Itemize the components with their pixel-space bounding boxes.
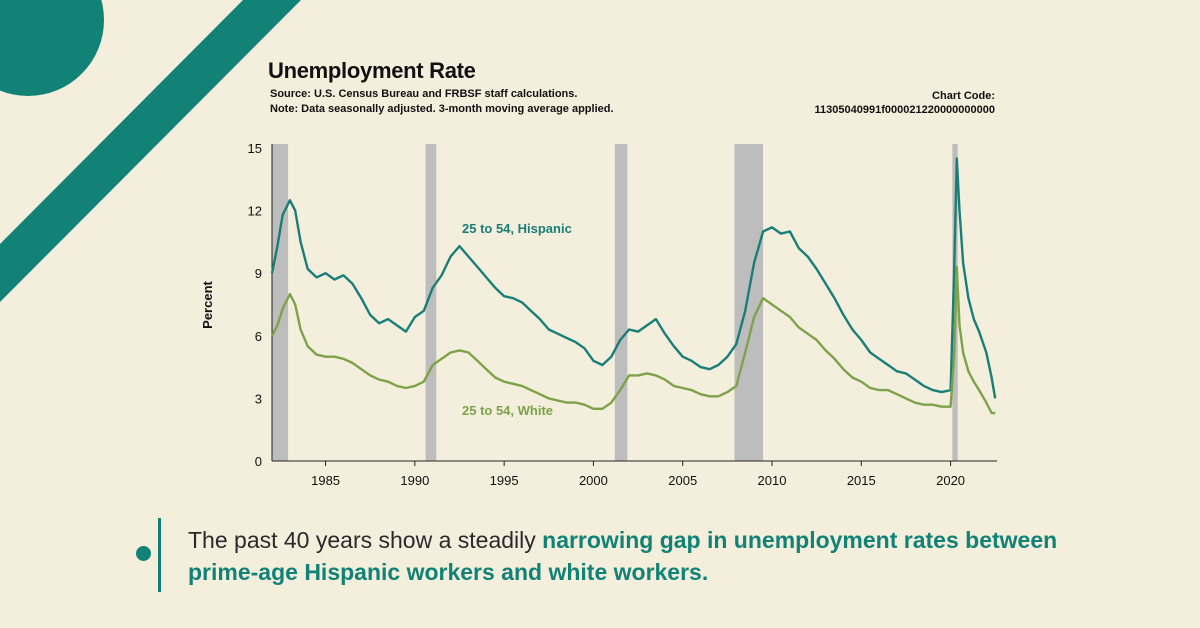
- x-tick-label-1985: 1985: [311, 473, 340, 488]
- chart-source: Source: U.S. Census Bureau and FRBSF sta…: [270, 88, 578, 100]
- x-tick-label-1990: 1990: [400, 473, 429, 488]
- y-axis-title: Percent: [200, 280, 215, 328]
- recession-band-2: [614, 144, 628, 461]
- x-tick-label-2010: 2010: [758, 473, 787, 488]
- unemployment-chart: 0 3 6 9 12 15 1985 1990 1995 2000 2005 2010 2015 202…: [200, 141, 997, 488]
- x-tick-label-2000: 2000: [579, 473, 608, 488]
- recession-bands: [272, 144, 958, 461]
- callout-lead: The past 40 years show a steadily: [188, 527, 543, 553]
- decorative-circle: [0, 0, 104, 96]
- chart-note: Note: Data seasonally adjusted. 3-month …: [270, 103, 614, 115]
- chart-title: Unemployment Rate: [268, 58, 476, 83]
- callout-highlight: narrowing gap in unemployment rates betw…: [188, 527, 1058, 585]
- y-tick-label-3: 3: [255, 391, 262, 406]
- callout-accent-bar: [158, 518, 161, 592]
- callout-accent-dot: [136, 546, 151, 561]
- y-tick-label-12: 12: [248, 204, 262, 219]
- series-label-white: 25 to 54, White: [462, 403, 553, 418]
- chart-code-label: Chart Code:: [932, 90, 995, 102]
- recession-band-0: [272, 144, 289, 461]
- y-tick-labels: 0 3 6 9 12 15: [248, 141, 262, 469]
- x-tick-labels: 1985 1990 1995 2000 2005 2010 2015 2020: [311, 461, 965, 488]
- series-line-hispanic: [270, 157, 997, 399]
- y-tick-label-9: 9: [255, 266, 262, 281]
- series-label-hispanic: 25 to 54, Hispanic: [462, 221, 572, 236]
- recession-band-3: [734, 144, 764, 461]
- x-tick-label-2015: 2015: [847, 473, 876, 488]
- series-lines: [270, 157, 997, 415]
- recession-band-1: [425, 144, 437, 461]
- x-tick-label-2020: 2020: [936, 473, 965, 488]
- decorative-shapes: [0, 0, 301, 302]
- series-line-white: [270, 265, 996, 415]
- x-tick-label-2005: 2005: [668, 473, 697, 488]
- y-tick-label-0: 0: [255, 454, 262, 469]
- decorative-diagonal-band: [0, 0, 301, 302]
- chart-code-value: 11305040991f000021220000000000: [814, 104, 995, 116]
- x-tick-label-1995: 1995: [490, 473, 519, 488]
- callout-text: The past 40 years show a steadily narrow…: [188, 524, 1108, 588]
- y-tick-label-15: 15: [248, 141, 262, 156]
- y-tick-label-6: 6: [255, 329, 262, 344]
